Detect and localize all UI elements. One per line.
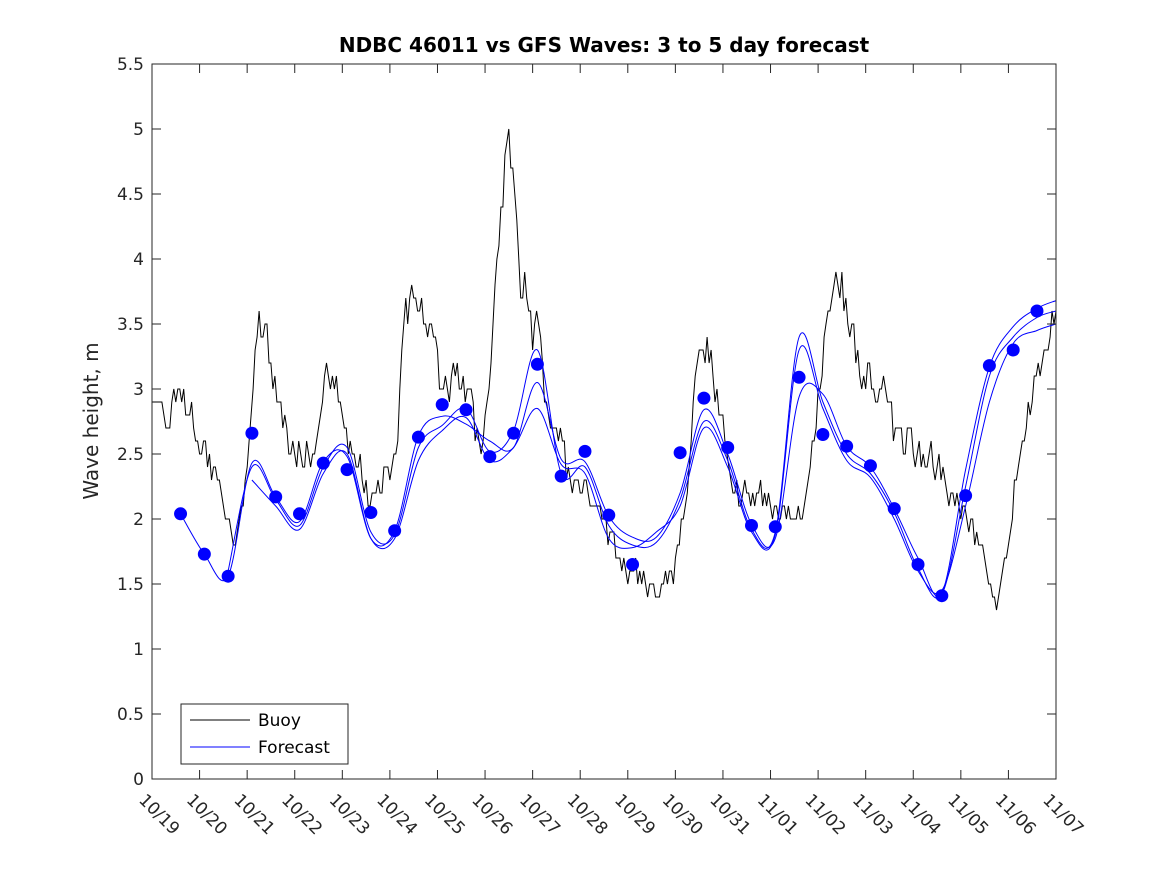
- forecast-point: [673, 446, 687, 460]
- forecast-series-line: [227, 310, 1057, 599]
- legend: Buoy Forecast: [180, 703, 349, 765]
- forecast-point: [840, 439, 854, 453]
- legend-forecast-label: Forecast: [258, 738, 330, 758]
- forecast-point: [435, 398, 449, 412]
- forecast-point: [697, 391, 711, 405]
- y-tick-label: 5.5: [117, 55, 144, 75]
- forecast-point: [530, 357, 544, 371]
- chart-title: NDBC 46011 vs GFS Waves: 3 to 5 day fore…: [339, 33, 870, 57]
- y-tick-label: 0.5: [117, 705, 144, 725]
- forecast-point: [744, 519, 758, 532]
- forecast-point: [721, 441, 735, 454]
- y-tick-label: 3: [133, 380, 144, 400]
- y-tick-label: 5: [133, 120, 144, 140]
- forecast-point: [887, 502, 901, 516]
- forecast-point: [221, 569, 235, 583]
- forecast-point: [578, 444, 592, 458]
- forecast-point: [935, 589, 949, 603]
- forecast-point: [292, 507, 306, 521]
- forecast-point: [982, 359, 996, 373]
- y-tick-label: 1: [133, 640, 144, 660]
- y-tick-label: 3.5: [117, 315, 144, 335]
- y-tick-label: 0: [133, 770, 144, 790]
- forecast-point: [411, 430, 425, 444]
- y-tick-label: 4: [133, 250, 144, 270]
- forecast-point: [602, 508, 616, 522]
- forecast-series-line: [251, 323, 1057, 595]
- forecast-point: [554, 469, 568, 483]
- forecast-point: [863, 459, 877, 473]
- forecast-point: [364, 506, 378, 519]
- legend-buoy-label: Buoy: [258, 711, 301, 731]
- forecast-point: [792, 370, 806, 384]
- forecast-point: [768, 520, 782, 534]
- forecast-point: [959, 489, 973, 503]
- plot-area-frame: [151, 63, 1057, 780]
- y-tick-label: 1.5: [117, 575, 144, 595]
- forecast-point: [483, 450, 497, 464]
- y-tick-label: 2.5: [117, 445, 144, 465]
- forecast-point: [340, 463, 354, 477]
- forecast-point: [1030, 304, 1044, 318]
- y-axis: 0 0.5 1 1.5 2 2.5 3 3.5 4 4.5 5 5.5: [117, 55, 1056, 790]
- forecast-point: [245, 426, 259, 440]
- forecast-point: [459, 403, 473, 417]
- forecast-point: [269, 490, 283, 504]
- forecast-point: [626, 558, 640, 571]
- legend-box: [180, 703, 349, 765]
- forecast-point: [388, 524, 402, 538]
- forecast-point: [911, 558, 925, 571]
- y-axis-label: Wave height, m: [79, 342, 103, 499]
- forecast-point: [197, 547, 211, 561]
- plot-markers: [174, 304, 1044, 603]
- forecast-point: [174, 507, 188, 521]
- forecast-point: [507, 426, 521, 440]
- y-tick-label: 2: [133, 510, 144, 530]
- forecast-point: [816, 428, 830, 441]
- forecast-point: [316, 456, 330, 470]
- y-tick-label: 4.5: [117, 185, 144, 205]
- forecast-point: [1006, 343, 1020, 357]
